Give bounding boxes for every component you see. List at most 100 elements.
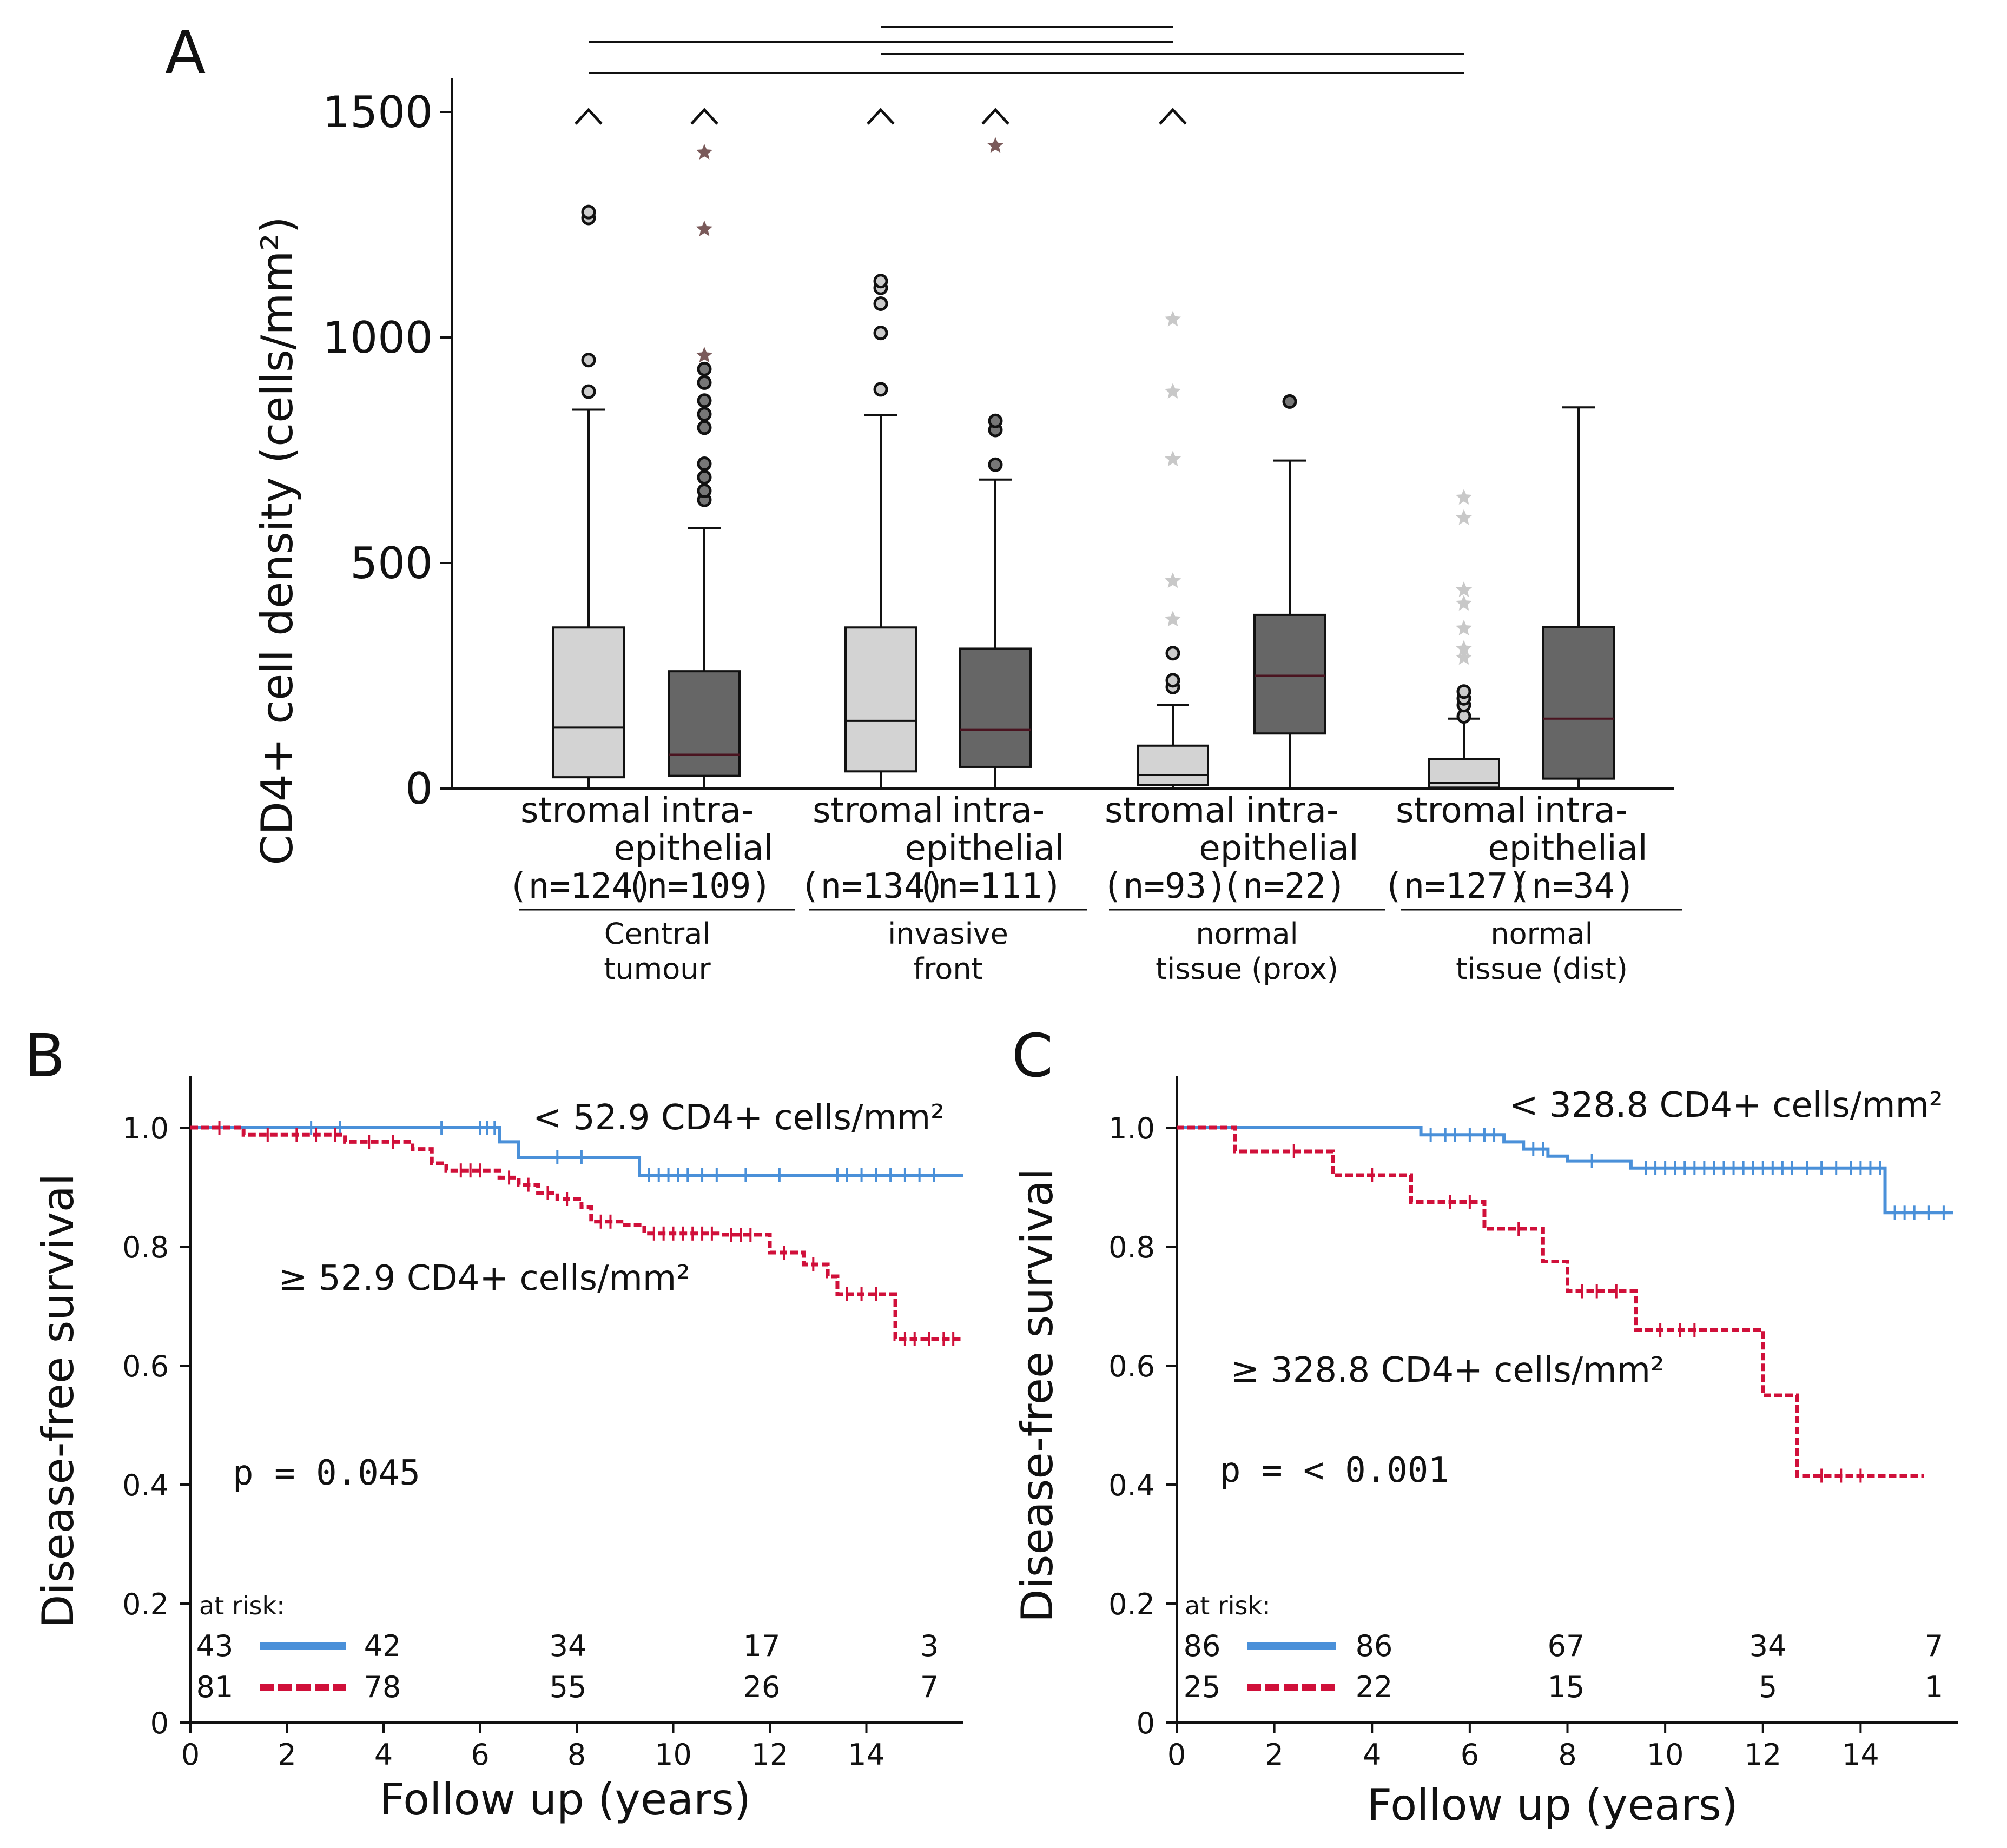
panel-a-caret — [867, 108, 895, 125]
panel-a-outlier — [988, 457, 1003, 472]
panel-a-extreme — [1455, 595, 1473, 611]
panel-a-n-label: (n=134) — [800, 866, 946, 906]
panel-c-at-risk-count: 67 — [1548, 1629, 1585, 1663]
panel-b-x-tick-label: 2 — [278, 1738, 296, 1772]
panel-a-y-tick-label: 1500 — [322, 87, 433, 137]
panel-c-y-tick-label: 0.8 — [1108, 1230, 1155, 1264]
panel-a-n-label: (n=109) — [626, 866, 772, 906]
panel-c-series-label-high: ≥ 328.8 CD4+ cells/mm² — [1231, 1350, 1665, 1390]
panel-a-group-label: tissue (dist) — [1456, 952, 1628, 986]
panel-a-box-group — [959, 108, 1032, 789]
panel-c-p-value: p = < 0.001 — [1220, 1450, 1449, 1491]
panel-a-category-label: stromal — [813, 791, 943, 831]
panel-c-at-risk-count: 7 — [1925, 1629, 1943, 1663]
panel-a-outlier — [873, 326, 888, 341]
panel-c-y-tick-label: 1.0 — [1108, 1111, 1155, 1145]
panel-a-group-label: tissue (prox) — [1156, 952, 1338, 986]
panel-c-y-tick-label: 0.2 — [1108, 1587, 1155, 1621]
panel-a-caret — [981, 108, 1009, 125]
panel-a-outlier — [1165, 646, 1180, 661]
panel-a-extreme — [696, 347, 713, 363]
panel-a-outlier — [873, 274, 888, 289]
panel-a-extreme — [1164, 611, 1181, 627]
panel-c-x-tick-label: 10 — [1647, 1738, 1684, 1772]
panel-a-outlier — [581, 204, 596, 220]
panel-c-series-line-0 — [1177, 1126, 1953, 1215]
panel-c-x-tick-label: 12 — [1744, 1738, 1781, 1772]
panel-a-n-label: (n=93) — [1102, 866, 1227, 906]
panel-a-group-label: normal — [1490, 917, 1593, 951]
panel-a-category-label: stromal — [1396, 791, 1527, 831]
panel-a-box-group — [1253, 394, 1326, 789]
panel-a-box-group — [1428, 489, 1500, 789]
panel-a-category-label: epithelial — [1199, 829, 1358, 869]
panel-b-series-line-1 — [190, 1125, 963, 1341]
panel-a-group-label: normal — [1196, 917, 1298, 951]
panel-c-x-tick-label: 14 — [1842, 1738, 1879, 1772]
panel-b-at-risk-count: 81 — [196, 1670, 234, 1704]
panel-b-at-risk-count: 42 — [364, 1629, 401, 1663]
panel-b-y-tick-label: 0.4 — [122, 1468, 169, 1502]
panel-c-y-tick-label: 0 — [1137, 1706, 1155, 1740]
panel-a-caret — [1159, 108, 1187, 125]
panel-a-extreme — [1455, 509, 1473, 525]
panel-a-box-group — [668, 108, 741, 789]
panel-c-at-risk-count: 25 — [1184, 1670, 1221, 1704]
panel-a-category-label: intra- — [661, 791, 754, 831]
panel-a-y-axis-label: CD4+ cell density (cells/mm²) — [252, 216, 302, 865]
panel-a-box-group — [552, 108, 625, 789]
panel-a-box — [552, 626, 625, 779]
panel-a-y-tick-label: 0 — [405, 764, 433, 814]
panel-b-at-risk-count: 7 — [920, 1670, 939, 1704]
panel-a-box-group — [1137, 108, 1209, 789]
panel-a-y-tick-label: 500 — [350, 538, 433, 588]
panel-b-y-tick-label: 0 — [150, 1706, 169, 1740]
panel-a-outlier — [873, 296, 888, 311]
panel-a-n-label: (n=22) — [1222, 866, 1346, 906]
panel-b-y-tick-label: 0.8 — [122, 1230, 169, 1264]
panel-a-box-group — [1542, 406, 1615, 789]
panel-a-category-label: stromal — [520, 791, 651, 831]
panel-b-y-tick-label: 1.0 — [122, 1111, 169, 1145]
panel-a-box — [1137, 744, 1209, 786]
panel-a-extreme — [1164, 572, 1181, 588]
panel-b-x-tick-label: 10 — [655, 1738, 692, 1772]
panel-b-p-value: p = 0.045 — [233, 1453, 420, 1493]
panel-a-caret — [690, 108, 718, 125]
panel-c-series-label-low: < 328.8 CD4+ cells/mm² — [1509, 1085, 1943, 1125]
panel-a-outlier — [697, 375, 712, 390]
panel-b-series-label-low: < 52.9 CD4+ cells/mm² — [533, 1098, 945, 1138]
panel-a-outlier — [1165, 673, 1180, 688]
panel-c-at-risk-count: 22 — [1356, 1670, 1393, 1704]
panel-a-category-label: epithelial — [613, 829, 773, 869]
panel-a-category-label: intra- — [1246, 791, 1339, 831]
panel-a-category-label: epithelial — [905, 829, 1064, 869]
panel-a-extreme — [696, 144, 713, 160]
panel-a-extreme — [1455, 649, 1473, 665]
panel-a-extreme — [987, 137, 1004, 153]
panel-b-x-tick-label: 4 — [374, 1738, 393, 1772]
panel-c-at-risk-count: 86 — [1356, 1629, 1393, 1663]
panel-a-category-label: epithelial — [1488, 829, 1647, 869]
panel-a-boxplot: CD4+ cell density (cells/mm²) 0 500 1000 15… — [252, 26, 1682, 986]
panel-b-series-line-0 — [190, 1126, 963, 1177]
panel-b-at-risk-count: 17 — [743, 1629, 781, 1663]
panel-a-group-label: front — [913, 952, 982, 986]
panel-label-c: C — [1012, 1021, 1053, 1090]
panel-a-n-label: (n=111) — [917, 866, 1063, 906]
panel-b-x-tick-label: 12 — [751, 1738, 789, 1772]
panel-b-at-risk-title: at risk: — [199, 1591, 285, 1620]
panel-a-outlier — [697, 483, 712, 499]
panel-c-x-tick-label: 0 — [1167, 1738, 1186, 1772]
panel-a-extreme — [1455, 619, 1473, 635]
panel-c-y-axis-label: Disease-free survival — [1012, 1168, 1062, 1622]
panel-a-category-label: stromal — [1105, 791, 1236, 831]
panel-a-outlier — [697, 456, 712, 472]
panel-a-box — [668, 670, 741, 777]
panel-a-extreme — [1164, 383, 1181, 399]
panel-a-n-label: (n=124) — [507, 866, 653, 906]
panel-a-group-label: invasive — [888, 917, 1008, 951]
panel-b-x-tick-label: 8 — [567, 1738, 586, 1772]
panel-a-box — [1253, 613, 1326, 735]
